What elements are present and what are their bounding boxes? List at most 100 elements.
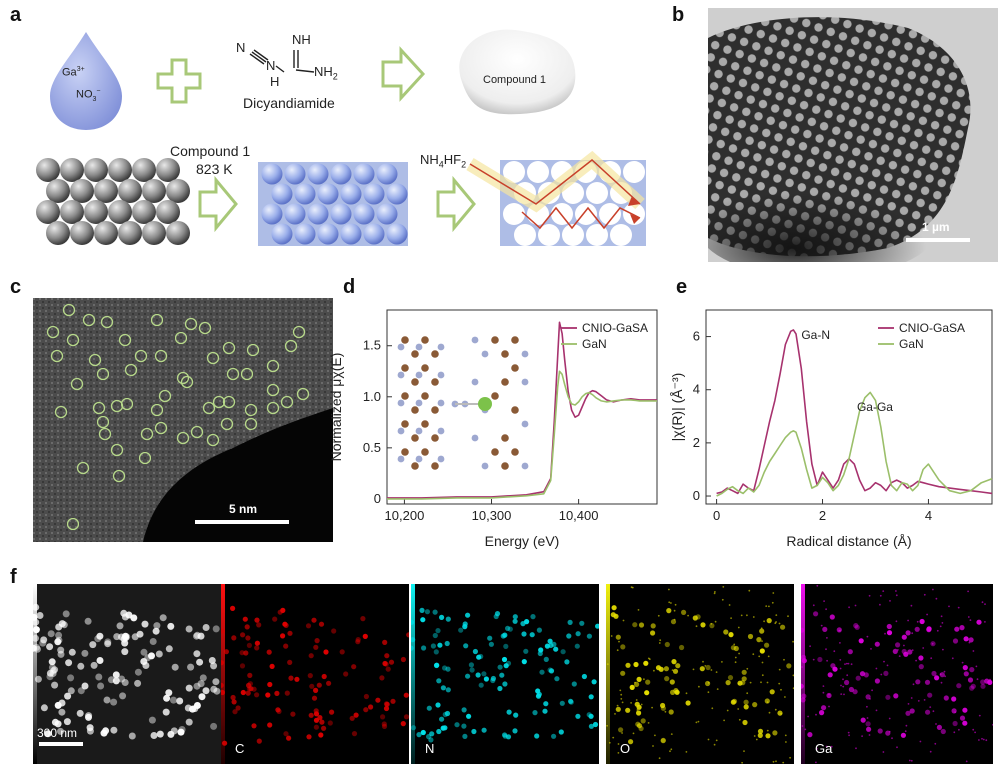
map-signal xyxy=(128,732,136,740)
map-noise xyxy=(647,657,650,660)
map-signal xyxy=(167,730,175,738)
single-atom-marker xyxy=(244,403,258,417)
map-noise xyxy=(760,681,762,684)
map-noise xyxy=(801,594,803,597)
single-atom-marker xyxy=(180,375,194,389)
map-noise xyxy=(975,665,978,668)
map-noise xyxy=(895,590,897,592)
map-noise xyxy=(753,735,756,737)
eds-scale-label: 300 nm xyxy=(37,726,78,740)
map-noise xyxy=(620,693,623,696)
map-signal xyxy=(764,698,770,704)
map-signal xyxy=(153,622,161,630)
map-signal xyxy=(575,631,581,637)
nitrogen-atom xyxy=(521,350,529,358)
map-signal xyxy=(283,731,289,737)
carbon-atom xyxy=(401,420,409,428)
map-signal xyxy=(318,621,325,627)
map-noise xyxy=(954,711,957,713)
map-signal xyxy=(863,672,869,678)
map-signal xyxy=(284,690,290,696)
map-signal xyxy=(874,678,880,684)
map-signal xyxy=(900,732,906,738)
map-signal xyxy=(152,627,160,635)
map-noise xyxy=(789,756,791,759)
map-signal xyxy=(733,645,739,652)
map-noise xyxy=(839,659,842,661)
coated-sphere xyxy=(294,223,316,245)
carbon-atom xyxy=(421,448,429,456)
map-signal xyxy=(439,614,445,620)
coated-sphere xyxy=(284,203,306,225)
coated-sphere xyxy=(317,223,339,245)
map-signal xyxy=(67,687,75,695)
map-signal xyxy=(420,729,426,736)
map-signal xyxy=(592,721,599,728)
map-noise xyxy=(804,728,807,731)
map-signal xyxy=(36,612,44,619)
map-noise xyxy=(820,624,823,627)
single-atom-marker xyxy=(154,349,168,363)
map-signal xyxy=(274,690,280,696)
map-noise xyxy=(702,660,704,663)
map-noise xyxy=(861,735,863,737)
tem-texture xyxy=(708,17,971,262)
y-tick-label: 6 xyxy=(693,329,700,344)
map-noise xyxy=(740,614,743,617)
single-atom-marker xyxy=(154,421,168,435)
map-noise xyxy=(929,750,932,753)
map-noise xyxy=(761,674,764,677)
map-signal xyxy=(231,699,237,705)
map-noise xyxy=(879,594,882,597)
single-atom-marker xyxy=(244,417,258,431)
map-noise xyxy=(695,625,698,628)
map-signal xyxy=(104,640,112,648)
map-noise xyxy=(889,600,891,602)
map-signal xyxy=(963,636,969,642)
map-noise xyxy=(929,706,932,708)
map-signal xyxy=(560,649,566,655)
map-noise xyxy=(978,714,981,717)
map-signal xyxy=(411,645,414,651)
map-signal xyxy=(478,653,484,660)
map-signal xyxy=(502,732,508,738)
map-signal xyxy=(931,670,937,677)
map-signal xyxy=(439,716,445,722)
nitrogen-atom xyxy=(481,350,489,358)
map-noise xyxy=(651,706,653,709)
map-noise xyxy=(981,737,983,740)
map-noise xyxy=(812,658,815,661)
map-signal xyxy=(747,633,754,640)
map-signal xyxy=(433,649,439,655)
map-signal xyxy=(826,692,832,699)
map-signal xyxy=(33,634,39,642)
map-signal xyxy=(267,722,273,728)
map-signal xyxy=(595,623,599,629)
map-signal xyxy=(801,654,807,660)
map-signal xyxy=(362,633,368,639)
map-signal xyxy=(185,684,193,692)
map-signal xyxy=(512,614,518,620)
map-signal xyxy=(426,705,432,711)
template-sphere xyxy=(60,200,84,224)
map-signal xyxy=(558,729,564,735)
map-signal xyxy=(150,732,158,739)
map-noise xyxy=(730,617,732,619)
map-signal xyxy=(199,674,207,682)
x-tick-label: 10,400 xyxy=(559,508,599,523)
map-signal xyxy=(307,673,313,679)
map-signal xyxy=(244,624,250,630)
map-noise xyxy=(839,667,842,670)
map-signal xyxy=(33,644,37,652)
map-signal xyxy=(588,713,594,719)
coated-sphere xyxy=(307,163,329,185)
single-atom-marker xyxy=(284,339,298,353)
map-noise xyxy=(871,689,873,692)
map-signal xyxy=(48,658,56,666)
map-signal xyxy=(288,675,294,681)
map-signal xyxy=(757,728,764,734)
panel-letter-f: f xyxy=(10,566,17,588)
map-noise xyxy=(792,674,794,677)
map-signal xyxy=(907,649,913,655)
single-atom-marker xyxy=(112,469,126,483)
